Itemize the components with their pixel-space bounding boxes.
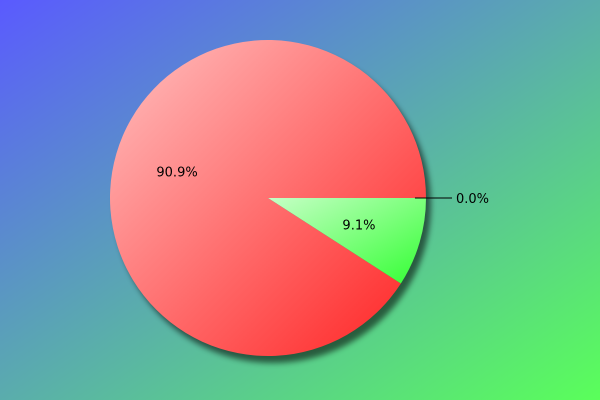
pie-labels: 90.9% 9.1% 0.0% <box>156 165 489 233</box>
pie-slices <box>110 40 427 357</box>
slice-label-0: 90.9% <box>156 165 197 180</box>
slice-label-2: 0.0% <box>456 192 489 207</box>
pie-slice-1 <box>268 198 427 284</box>
slice-label-1: 9.1% <box>342 219 375 234</box>
pie-slice-0 <box>110 40 427 357</box>
